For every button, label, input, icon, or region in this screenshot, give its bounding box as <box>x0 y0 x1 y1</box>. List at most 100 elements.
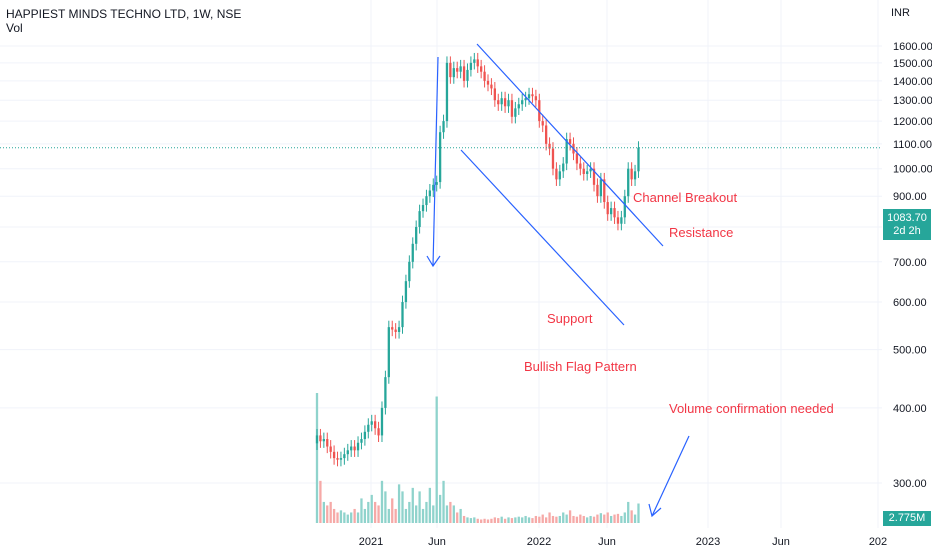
annotation-volume-note: Volume confirmation needed <box>669 401 834 416</box>
time-tick-label: Jun <box>772 536 790 548</box>
candle-body <box>319 435 322 442</box>
annotation-channel-breakout: Channel Breakout <box>633 190 737 205</box>
volume-bar <box>500 516 503 523</box>
price-tick-label: 500.00 <box>893 345 927 357</box>
candle-body <box>438 132 442 183</box>
volume-bar <box>346 514 349 523</box>
volume-bar <box>483 518 486 523</box>
candle-body <box>517 104 520 109</box>
candle-body <box>637 147 640 172</box>
volume-bar <box>363 508 367 523</box>
candle-body <box>616 217 620 224</box>
volume-bar <box>514 517 517 523</box>
candle-body <box>623 196 626 218</box>
candle-body <box>360 439 363 443</box>
candle-body <box>456 68 459 72</box>
candle-body <box>609 208 613 215</box>
candle-body <box>524 98 527 101</box>
candle-body <box>490 84 493 89</box>
candle-body <box>558 171 561 180</box>
candle-body <box>476 59 479 67</box>
time-tick-label: 202 <box>869 536 887 548</box>
volume-bar <box>404 508 408 523</box>
candle-body <box>538 100 541 122</box>
candle-body <box>551 148 555 169</box>
symbol-title[interactable]: HAPPIEST MINDS TECHNO LTD, 1W, NSE <box>6 7 242 21</box>
volume-bar <box>490 518 493 523</box>
volume-bar <box>326 505 329 523</box>
volume-bar <box>367 501 370 523</box>
volume-bar <box>630 510 633 523</box>
channel-upper-line[interactable] <box>476 43 664 247</box>
price-axis[interactable]: INR 1600.00 1500.00 1400.00 1300.00 1200.00 1… <box>891 7 932 490</box>
volume-bar <box>558 515 561 523</box>
volume-bar <box>408 501 411 523</box>
candle-body <box>630 168 633 180</box>
candle-body <box>589 168 592 172</box>
volume-bar <box>551 515 555 523</box>
grid <box>0 0 882 528</box>
channel-lower-line[interactable] <box>460 149 625 326</box>
price-tick-label: 600.00 <box>893 297 927 309</box>
candle-body <box>408 261 411 282</box>
candle-body <box>466 69 469 81</box>
candle-body <box>377 428 380 436</box>
candle-body <box>534 96 538 101</box>
candle-body <box>568 139 572 144</box>
volume-arrow-line[interactable] <box>651 435 690 517</box>
volume-bar <box>497 518 500 523</box>
annotation-pattern: Bullish Flag Pattern <box>524 359 637 374</box>
annotation-resistance: Resistance <box>669 225 733 240</box>
annotation-support: Support <box>547 311 593 326</box>
candle-body <box>514 108 517 117</box>
candle-body <box>421 205 425 212</box>
volume-bar <box>527 517 531 523</box>
price-tick-label: 300.00 <box>893 478 927 490</box>
volume-legend-label[interactable]: Vol <box>6 21 23 35</box>
volume-bar <box>360 498 363 523</box>
candle-body <box>315 435 319 444</box>
volume-bar <box>459 508 462 523</box>
volume-bar <box>452 505 455 523</box>
candle-body <box>397 327 401 332</box>
volume-bar <box>507 517 510 523</box>
candle-body <box>500 98 503 105</box>
volume-bar <box>620 515 623 523</box>
candle-body <box>599 179 603 197</box>
candle-body <box>544 125 548 144</box>
down-arrow-line[interactable] <box>432 56 439 267</box>
volume-bar <box>637 503 640 523</box>
volume-bar <box>582 515 585 523</box>
volume-bar <box>438 494 442 523</box>
drawings[interactable] <box>426 43 690 518</box>
volume-bar <box>332 508 336 523</box>
candle-body <box>435 182 438 185</box>
candle-body <box>353 446 356 451</box>
volume-bar <box>339 510 343 523</box>
time-axis[interactable]: 2021 Jun 2022 Jun 2023 Jun 202 <box>359 536 887 548</box>
candle-body <box>462 66 466 81</box>
candle-body <box>603 179 606 203</box>
candle-body <box>343 454 346 459</box>
candle-body <box>627 168 630 197</box>
volume-bar <box>380 480 384 523</box>
price-tick-label: 1400.00 <box>893 76 932 88</box>
candle-body <box>373 421 377 429</box>
volume-bar <box>579 514 582 523</box>
volume-bar <box>548 512 551 523</box>
volume-bar <box>456 512 459 523</box>
volume-bar <box>466 517 469 523</box>
volume-bar <box>421 508 425 523</box>
candle-body <box>411 243 414 262</box>
candle-body <box>521 100 524 105</box>
volume-bar <box>493 517 496 523</box>
candle-body <box>432 184 435 191</box>
candle-body <box>565 139 568 164</box>
candle-body <box>339 458 343 460</box>
candle-body <box>425 196 428 206</box>
volume-bar <box>435 396 438 523</box>
volume-bar <box>568 510 572 523</box>
volume-bar <box>319 480 322 523</box>
